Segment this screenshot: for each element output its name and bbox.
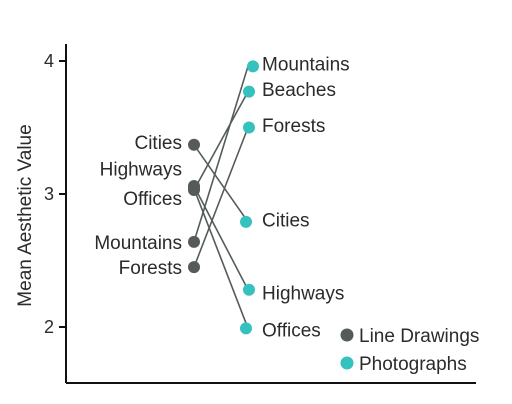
left-label-mountains: Mountains <box>94 233 182 254</box>
right-label-mountains: Mountains <box>262 55 350 76</box>
point-line-drawings-mountains <box>188 235 200 248</box>
left-label-highways: Highways <box>100 160 182 181</box>
connector-highways <box>193 185 249 291</box>
legend-marker-photographs <box>340 356 354 370</box>
point-photographs-cities <box>240 215 252 228</box>
y-tick-label: 4 <box>44 51 54 71</box>
connector-mountains <box>193 66 249 243</box>
left-label-offices: Offices <box>123 189 182 210</box>
legend: Line Drawings Photographs <box>340 326 479 375</box>
point-line-drawings-cities <box>188 138 200 151</box>
right-label-offices: Offices <box>262 321 321 342</box>
connector-cities <box>193 144 249 223</box>
point-labels: Cities Highways Offices Mountains Forests Mou… <box>94 55 349 342</box>
legend-marker-line-drawings <box>340 328 354 342</box>
point-photographs-offices <box>240 322 252 335</box>
right-label-highways: Highways <box>262 283 344 304</box>
point-photographs-mountains <box>247 60 259 73</box>
left-label-forests: Forests <box>119 258 182 279</box>
y-axis-label: Mean Aesthetic Value <box>15 124 36 306</box>
right-label-beaches: Beaches <box>262 80 336 101</box>
connector-beaches <box>193 91 249 191</box>
legend-label-photographs: Photographs <box>359 354 467 375</box>
connector-lines <box>193 66 249 329</box>
point-line-drawings-forests <box>188 261 200 274</box>
point-photographs-highways <box>243 283 255 296</box>
point-line-drawings-offices <box>188 182 200 195</box>
y-tick-label: 2 <box>44 317 54 337</box>
legend-label-line-drawings: Line Drawings <box>359 326 479 347</box>
left-label-cities: Cities <box>134 133 182 154</box>
data-points <box>188 60 259 335</box>
right-label-cities: Cities <box>262 210 310 231</box>
right-label-forests: Forests <box>262 116 325 137</box>
point-photographs-forests <box>243 121 255 134</box>
point-photographs-beaches <box>243 85 255 98</box>
y-tick-label: 3 <box>44 184 54 204</box>
connector-forests <box>193 127 249 268</box>
axes: 2 3 4 Mean Aesthetic Value <box>15 44 476 384</box>
